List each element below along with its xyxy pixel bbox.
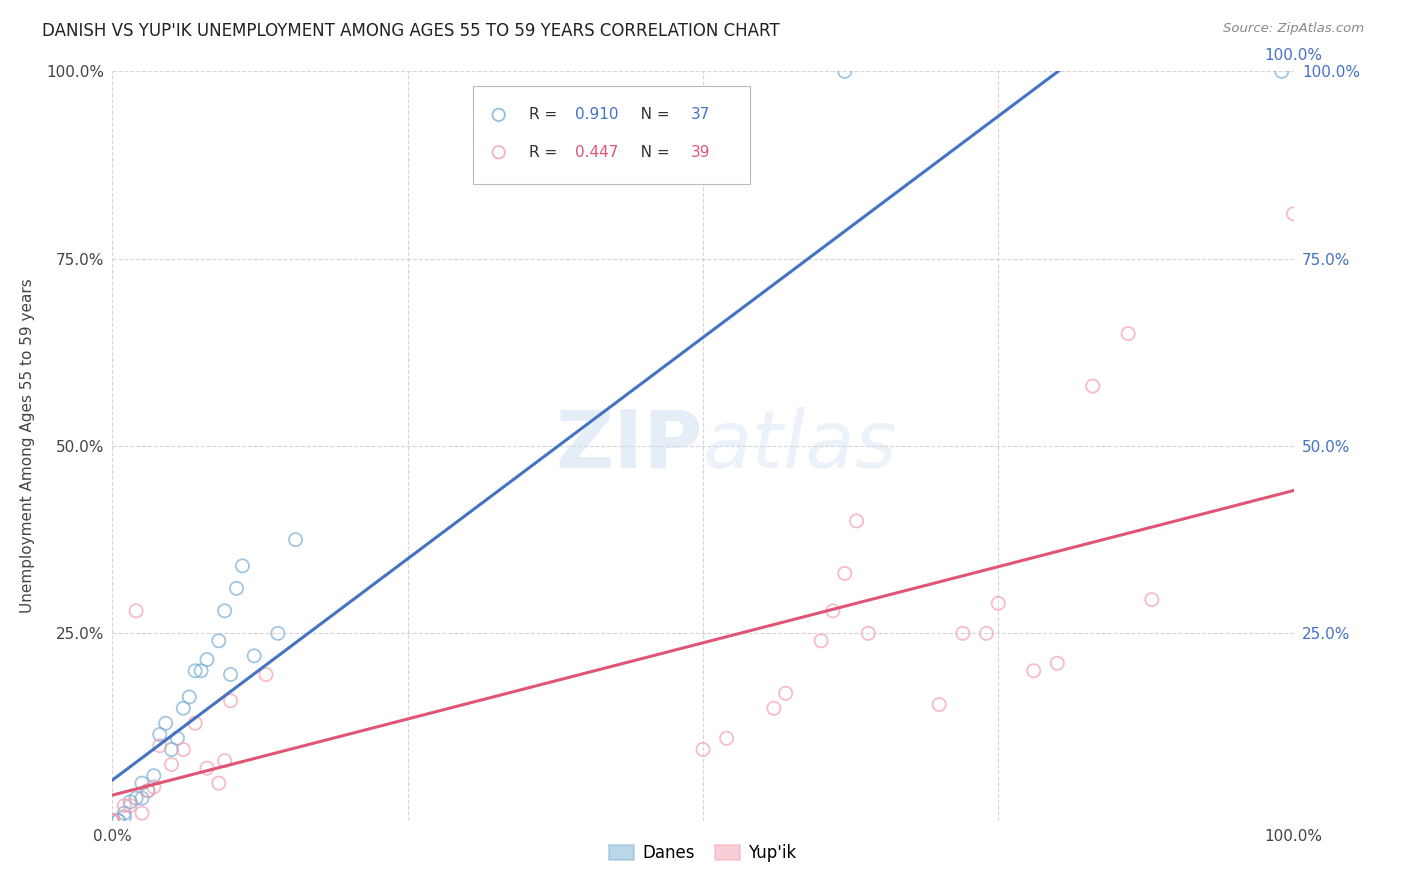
Point xyxy=(160,742,183,756)
Point xyxy=(845,514,868,528)
Y-axis label: Unemployment Among Ages 55 to 59 years: Unemployment Among Ages 55 to 59 years xyxy=(20,278,35,614)
Point xyxy=(112,806,135,821)
Point xyxy=(101,814,124,828)
Point xyxy=(131,791,153,805)
Point xyxy=(1046,657,1069,671)
Point xyxy=(155,716,177,731)
Text: ZIP: ZIP xyxy=(555,407,703,485)
Text: N =: N = xyxy=(626,107,675,122)
Point xyxy=(208,776,231,790)
Point xyxy=(149,727,172,741)
Text: 37: 37 xyxy=(692,107,710,122)
Text: Source: ZipAtlas.com: Source: ZipAtlas.com xyxy=(1223,22,1364,36)
Point xyxy=(120,798,142,813)
Point xyxy=(101,814,124,828)
Point xyxy=(107,814,129,828)
Text: R =: R = xyxy=(530,107,562,122)
Point xyxy=(225,582,247,596)
Point xyxy=(834,566,856,581)
Point xyxy=(243,648,266,663)
Point xyxy=(172,742,194,756)
Point xyxy=(184,716,207,731)
Point xyxy=(214,754,236,768)
Point xyxy=(488,108,510,122)
Point xyxy=(1081,379,1104,393)
Point xyxy=(692,742,714,756)
Point xyxy=(267,626,290,640)
Text: R =: R = xyxy=(530,145,562,160)
Point xyxy=(136,783,159,797)
Text: 0.910: 0.910 xyxy=(575,107,619,122)
Point xyxy=(1282,207,1305,221)
Point xyxy=(952,626,974,640)
Point xyxy=(101,814,124,828)
Point xyxy=(131,806,153,821)
Point xyxy=(762,701,785,715)
Point xyxy=(101,814,124,828)
Point xyxy=(125,604,148,618)
Text: DANISH VS YUP'IK UNEMPLOYMENT AMONG AGES 55 TO 59 YEARS CORRELATION CHART: DANISH VS YUP'IK UNEMPLOYMENT AMONG AGES… xyxy=(42,22,780,40)
Point xyxy=(101,814,124,828)
Point xyxy=(716,731,738,746)
Point xyxy=(214,604,236,618)
Point xyxy=(112,810,135,824)
Point xyxy=(1022,664,1045,678)
Point xyxy=(1116,326,1139,341)
Point xyxy=(120,795,142,809)
Point xyxy=(101,814,124,828)
Point xyxy=(149,739,172,753)
Point xyxy=(166,731,188,746)
Point xyxy=(136,783,159,797)
Point xyxy=(107,814,129,828)
Point xyxy=(1140,592,1163,607)
Point xyxy=(928,698,950,712)
Point xyxy=(834,64,856,78)
Text: 0.447: 0.447 xyxy=(575,145,619,160)
Point xyxy=(195,761,218,775)
Text: atlas: atlas xyxy=(703,407,898,485)
Point xyxy=(172,701,194,715)
Point xyxy=(101,814,124,828)
Point xyxy=(101,814,124,828)
Point xyxy=(101,814,124,828)
Point xyxy=(101,814,124,828)
Text: N =: N = xyxy=(626,145,675,160)
Point xyxy=(219,667,242,681)
Point xyxy=(231,558,253,573)
Point xyxy=(775,686,797,700)
Point xyxy=(142,780,165,794)
FancyBboxPatch shape xyxy=(472,87,751,184)
Point xyxy=(810,633,832,648)
Legend: Danes, Yup'ik: Danes, Yup'ik xyxy=(603,838,803,869)
Point xyxy=(987,596,1010,610)
Point xyxy=(976,626,998,640)
Text: 39: 39 xyxy=(692,145,710,160)
Point xyxy=(190,664,212,678)
Point xyxy=(254,667,277,681)
Point xyxy=(488,145,510,160)
Point xyxy=(131,776,153,790)
Point xyxy=(179,690,201,704)
Point xyxy=(858,626,880,640)
Point xyxy=(821,604,844,618)
Point xyxy=(101,814,124,828)
Point xyxy=(125,791,148,805)
Point xyxy=(101,814,124,828)
Point xyxy=(184,664,207,678)
Point xyxy=(1271,64,1294,78)
Point xyxy=(101,814,124,828)
Point xyxy=(160,757,183,772)
Point xyxy=(195,652,218,666)
Point xyxy=(142,769,165,783)
Point xyxy=(112,798,135,813)
Point xyxy=(208,633,231,648)
Point xyxy=(284,533,307,547)
Point xyxy=(219,694,242,708)
